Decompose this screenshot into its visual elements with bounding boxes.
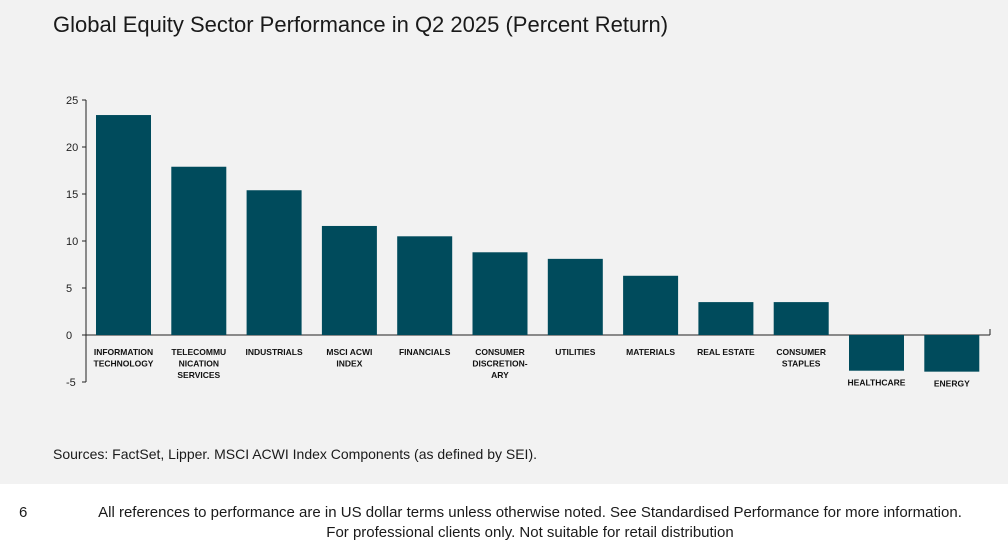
bar (397, 236, 453, 335)
y-tick-label: 25 (66, 95, 78, 107)
category-label: REAL ESTATE (697, 347, 755, 357)
bar (623, 275, 679, 335)
category-label: CONSUMER DISCRETION-ARY (472, 347, 527, 380)
y-tick-label: 15 (66, 189, 78, 201)
category-label: UTILITIES (555, 347, 595, 357)
category-label: CONSUMER STAPLES (776, 347, 826, 369)
category-label: ENERGY (934, 379, 970, 389)
bar (321, 225, 377, 335)
category-label: HEALTHCARE (848, 378, 906, 388)
category-label: TELECOMMU NICATION SERVICES (171, 347, 226, 380)
bar (96, 115, 151, 335)
chart-title: Global Equity Sector Performance in Q2 2… (53, 12, 669, 37)
y-tick-label: 20 (66, 142, 78, 154)
bar (698, 302, 754, 335)
category-label: MSCI ACWI INDEX (326, 347, 372, 369)
bar (924, 335, 980, 372)
category-label: MATERIALS (626, 347, 675, 357)
bar-chart: 25 20 15 10 5 0 -5 INFORMATION TECHNOLOGY TELECOM… (66, 95, 991, 389)
bar (547, 258, 603, 335)
bar (849, 335, 904, 371)
bar (246, 190, 302, 335)
bar (773, 302, 829, 335)
chart-panel: Global Equity Sector Performance in Q2 2… (0, 0, 1008, 484)
category-label: INFORMATION TECHNOLOGY (94, 347, 154, 369)
y-tick-label: -5 (66, 377, 76, 389)
bar (472, 252, 528, 335)
footer-line-1: All references to performance are in US … (98, 504, 962, 521)
footer-line-2: For professional clients only. Not suita… (326, 524, 734, 541)
footer-disclaimer: All references to performance are in US … (70, 503, 990, 543)
category-label: INDUSTRIALS (246, 347, 303, 357)
y-tick-label: 10 (66, 236, 78, 248)
y-tick-label: 5 (66, 283, 72, 295)
y-tick-label: 0 (66, 330, 72, 342)
sources-note: Sources: FactSet, Lipper. MSCI ACWI Inde… (53, 446, 537, 462)
page-number: 6 (19, 504, 28, 521)
bar (171, 166, 227, 335)
category-label: FINANCIALS (399, 347, 451, 357)
